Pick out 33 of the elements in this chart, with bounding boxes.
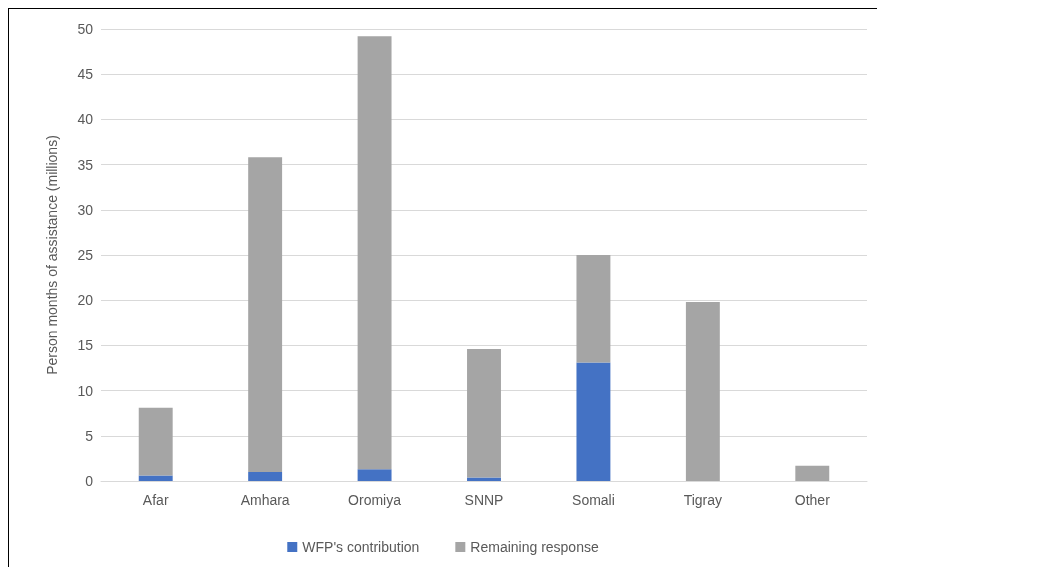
bar [357, 36, 392, 470]
bar [248, 157, 283, 472]
y-axis-title: Person months of assistance (millions) [44, 135, 60, 375]
legend-label: Remaining response [470, 539, 599, 555]
bar [357, 469, 392, 481]
y-tick-label: 30 [77, 201, 94, 218]
bar [467, 477, 501, 481]
y-tick-label: 5 [85, 427, 94, 444]
x-tick-label: Somali [572, 492, 615, 508]
bar [576, 362, 611, 481]
bar [576, 255, 611, 363]
x-tick-label: SNNP [464, 492, 504, 508]
bar [248, 471, 283, 481]
x-tick-label: Amhara [240, 492, 290, 508]
y-tick-label: 40 [77, 111, 94, 128]
y-tick-label: 45 [77, 66, 94, 83]
y-tick-label: 15 [77, 337, 94, 354]
bar [138, 475, 173, 481]
x-tick-label: Other [794, 492, 831, 508]
bar [685, 302, 720, 481]
x-tick-label: Tigray [683, 492, 723, 508]
y-tick-label: 20 [77, 292, 94, 309]
bar [795, 465, 830, 481]
x-tick-label: Oromiya [348, 492, 402, 508]
y-tick-label: 50 [77, 21, 94, 37]
legend-label: WFP's contribution [302, 539, 420, 555]
bar [467, 349, 501, 478]
y-tick-label: 35 [77, 156, 94, 173]
y-tick-label: 10 [77, 382, 94, 399]
y-tick-label: 25 [77, 247, 94, 263]
x-tick-label: Afar [142, 492, 169, 508]
y-tick-label: 0 [85, 473, 94, 489]
bar [138, 407, 173, 476]
